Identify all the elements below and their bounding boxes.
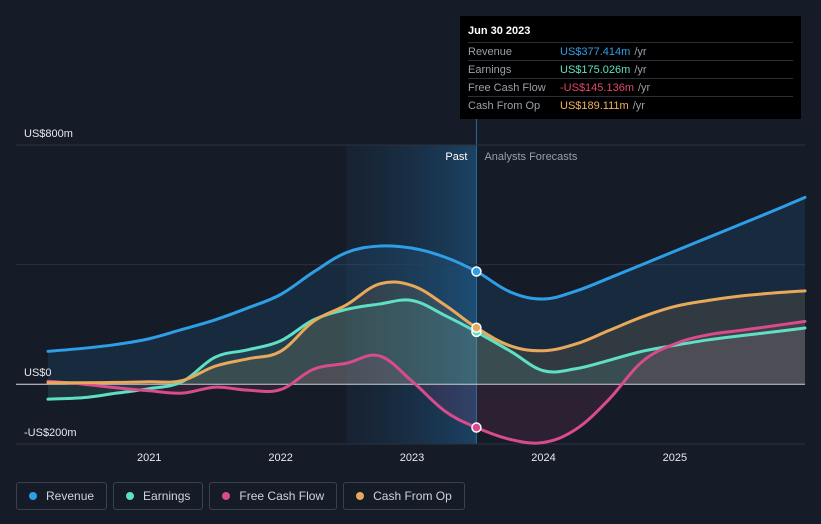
forecast-label: Analysts Forecasts (484, 151, 577, 163)
area-earnings (48, 299, 805, 400)
legend-dot-icon (29, 492, 37, 500)
hover-markers (471, 266, 482, 433)
grid-lines (16, 144, 805, 445)
tooltip-date: Jun 30 2023 (468, 25, 531, 37)
tooltip-value: -US$145.136m (560, 81, 634, 94)
x-tick-label: 2023 (400, 452, 424, 464)
y-tick-label: US$800m (24, 128, 73, 140)
tooltip-row-earnings: Earnings US$175.026m /yr (468, 60, 793, 78)
tooltip-value: US$175.026m (560, 63, 631, 76)
line-revenue (46, 195, 807, 353)
line-earnings (46, 298, 807, 401)
tooltip-unit: /yr (632, 99, 645, 112)
area-revenue (48, 197, 805, 385)
tooltip-label: Revenue (468, 45, 513, 58)
marker-revenue (471, 266, 482, 277)
line-free-cash-flow (46, 319, 807, 445)
tooltip-value: US$189.111m (560, 99, 629, 112)
tooltip-label: Free Cash Flow (468, 81, 546, 94)
legend-item-cash-from-op[interactable]: Cash From Op (343, 482, 465, 510)
legend-dot-icon (126, 492, 135, 500)
x-tick-label: 2021 (137, 452, 161, 464)
series-lines (46, 195, 807, 445)
legend-label: Free Cash Flow (239, 489, 325, 503)
tooltip-label: Cash From Op (468, 99, 541, 112)
legend-dot-icon (222, 492, 231, 500)
tooltip-row-cash-from-op: Cash From Op US$189.111m /yr (468, 96, 793, 114)
line-cash-from-op (46, 280, 807, 385)
legend-label: Cash From Op (373, 489, 452, 503)
tooltip-row-free-cash-flow: Free Cash Flow -US$145.136m /yr (468, 78, 793, 96)
tooltip-unit: /yr (638, 81, 651, 94)
x-tick-label: 2025 (663, 452, 687, 464)
tooltip-value: US$377.414m (560, 45, 631, 58)
hover-tooltip: Jun 30 2023 Revenue US$377.414m /yr Earn… (460, 16, 801, 119)
y-tick-label: -US$200m (24, 427, 77, 439)
legend-item-revenue[interactable]: Revenue (16, 482, 108, 510)
legend-item-free-cash-flow[interactable]: Free Cash Flow (209, 482, 338, 510)
x-tick-label: 2022 (268, 452, 292, 464)
y-axis-labels: US$800m US$0 -US$200m (24, 128, 77, 439)
tooltip-unit: /yr (634, 45, 647, 58)
marker-cash-from-op (471, 322, 482, 333)
legend-label: Revenue (46, 489, 95, 503)
x-axis-labels: 2021 2022 2023 2024 2025 (137, 452, 687, 464)
marker-free-cash-flow (471, 422, 482, 433)
legend-dot-icon (356, 492, 365, 500)
tooltip-label: Earnings (468, 63, 512, 76)
past-region-highlight (346, 145, 477, 444)
x-tick-label: 2024 (531, 452, 555, 464)
chart-legend: Revenue Earnings Free Cash Flow Cash Fro… (16, 482, 465, 510)
tooltip-unit: /yr (634, 63, 647, 76)
past-label: Past (445, 151, 467, 163)
y-tick-label: US$0 (24, 367, 52, 379)
area-free-cash-flow (48, 321, 805, 444)
legend-label: Earnings (143, 489, 191, 503)
legend-item-earnings[interactable]: Earnings (113, 482, 204, 510)
tooltip-row-revenue: Revenue US$377.414m /yr (468, 42, 793, 60)
